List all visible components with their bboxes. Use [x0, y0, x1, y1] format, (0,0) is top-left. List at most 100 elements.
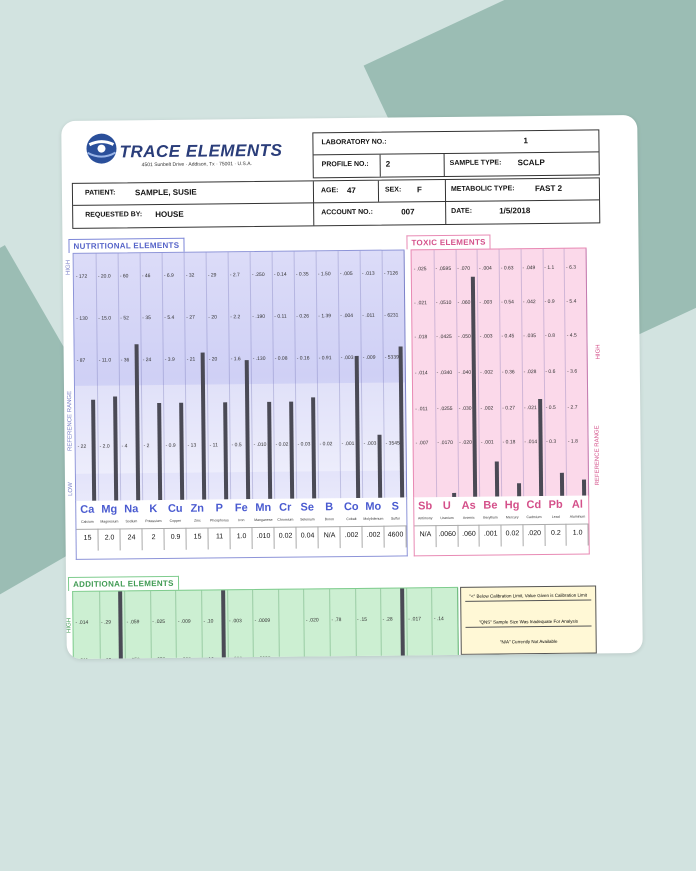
element-symbol: B [325, 501, 334, 514]
element-symbol: Fe [234, 502, 248, 515]
tick-label: - 1.6 [230, 356, 241, 363]
element-name: Beryllium [483, 515, 498, 520]
tick-label: - .020 [459, 439, 472, 446]
tick-label: - .190 [252, 313, 266, 321]
age: 47 [346, 185, 356, 196]
additional-tick-label: - .10 [204, 656, 214, 659]
nutritional-reference-range-label: REFERENCE RANGE [67, 390, 74, 451]
tick-label: - 0.36 [501, 369, 515, 376]
element-symbol: Pb [548, 498, 563, 511]
tick-label: - .130 [252, 355, 266, 363]
element-symbol: Cd [526, 499, 542, 512]
tick-label: - .003 [340, 354, 354, 362]
tick-label: - 3545 [385, 440, 400, 447]
tick-label: - 0.02 [319, 441, 333, 448]
tick-label: - 0.3 [546, 438, 557, 445]
tick-label: - .003 [479, 299, 493, 306]
element-symbol: Co [343, 500, 359, 514]
requested-by: HOUSE [155, 209, 184, 220]
tick-label: - .014 [524, 439, 538, 446]
tick-label: - 0.5 [231, 442, 242, 449]
element-name: Boron [324, 517, 335, 522]
tick-label: - .030 [458, 405, 472, 412]
tick-label: - .040 [458, 369, 472, 376]
element-name: Chromium [277, 517, 294, 522]
tick-label: - 3.9 [164, 356, 175, 363]
tick-label: - .028 [523, 369, 537, 376]
toxic-high-label: HIGH [595, 344, 602, 360]
legend-na-note: "N/A" Currently Not Available [499, 638, 558, 645]
additional-tick-label: - .28 [382, 616, 393, 623]
additional-tick-label: - .017 [408, 616, 422, 623]
additional-column [277, 589, 306, 660]
results-column-divider [405, 525, 407, 548]
tick-label: - .035 [523, 333, 537, 340]
tick-label: - 27 [186, 314, 195, 321]
tick-label: - 2.7 [567, 404, 578, 411]
additional-tick-label: - .014 [75, 619, 89, 626]
tick-label: - .060 [457, 299, 471, 306]
additional-result-bar [399, 588, 405, 660]
element-result: 1.0 [236, 533, 247, 541]
additional-tick-label: - .050 [127, 657, 140, 659]
element-symbol: Se [300, 501, 315, 514]
age-label: AGE: [320, 187, 339, 195]
tick-label: - 24 [142, 357, 152, 364]
element-result: 11 [215, 533, 224, 541]
tick-label: - .001 [480, 439, 494, 446]
tick-label: - 130 [76, 315, 88, 322]
sex: F [416, 185, 422, 195]
additional-high-label: HIGH [66, 617, 73, 634]
nutritional-results-table: Ca Calcium 15 Mg Magnesium 2.0 Na Sodium 24 K Pota… [75, 497, 408, 560]
tick-label: - .018 [414, 334, 428, 341]
tick-label: - 0.27 [502, 405, 516, 412]
tick-label: - .021 [523, 405, 537, 412]
patient-label: PATIENT: [84, 189, 116, 197]
tick-label: - .0170 [437, 439, 453, 447]
tick-label: - 11.0 [98, 357, 112, 364]
element-symbol: U [442, 499, 451, 513]
tick-label: - 36 [120, 357, 130, 364]
tick-label: - 22 [77, 443, 87, 450]
tick-label: - .049 [522, 265, 536, 272]
additional-tick-label: - .14 [433, 616, 444, 623]
account-no: 007 [401, 207, 415, 217]
tick-label: - 5339 [384, 354, 399, 361]
tick-label: - 20 [208, 314, 217, 321]
tick-label: - 0.35 [295, 271, 309, 278]
element-symbol: K [149, 503, 158, 516]
additional-tick-label: - .011 [76, 658, 88, 659]
laboratory-no: 1 [523, 136, 528, 146]
result-bar [560, 472, 565, 497]
legend-box: "<" Below Calibration Limit, Value Given… [460, 585, 597, 655]
tick-label: - 0.16 [296, 355, 310, 362]
lab-info-box: LABORATORY NO.: 1 PROFILE NO.: 2 SAMPLE … [312, 129, 600, 179]
additional-tick-label: - .008 [178, 657, 191, 659]
tick-label: - 0.02 [275, 441, 289, 448]
additional-result-bar [220, 590, 226, 660]
patient-info-box: PATIENT: SAMPLE, SUSIE AGE: 47 SEX: F ME… [71, 177, 601, 229]
element-name: Zinc [194, 518, 201, 523]
element-result: .020 [527, 530, 542, 538]
tick-label: - .010 [253, 441, 267, 449]
results-row-divider [76, 525, 407, 530]
additional-elements-title: ADDITIONAL ELEMENTS [67, 575, 179, 591]
element-name: Sulfur [390, 516, 400, 521]
tick-label: - .021 [414, 300, 427, 307]
element-name: Arsenic [462, 515, 475, 520]
additional-elements-chart: - .014 - .011 - .29 - .25 - .059 - .050 - .025… [72, 586, 459, 660]
additional-tick-label: - .0003 [254, 655, 271, 660]
element-result: 2 [151, 534, 156, 542]
profile-no-label: PROFILE NO.: [321, 160, 369, 169]
element-result: 0.04 [300, 532, 315, 540]
tick-label: - 172 [75, 273, 88, 280]
result-bar [494, 461, 500, 498]
element-name: Phosphorus [210, 518, 229, 523]
tick-label: - 20 [208, 356, 218, 363]
additional-column [252, 589, 280, 660]
nutritional-low-label: LOW [67, 482, 75, 496]
element-result: 15 [193, 533, 202, 541]
element-name: Iron [238, 518, 245, 523]
additional-column [354, 588, 383, 660]
tick-label: - 21 [186, 356, 196, 363]
